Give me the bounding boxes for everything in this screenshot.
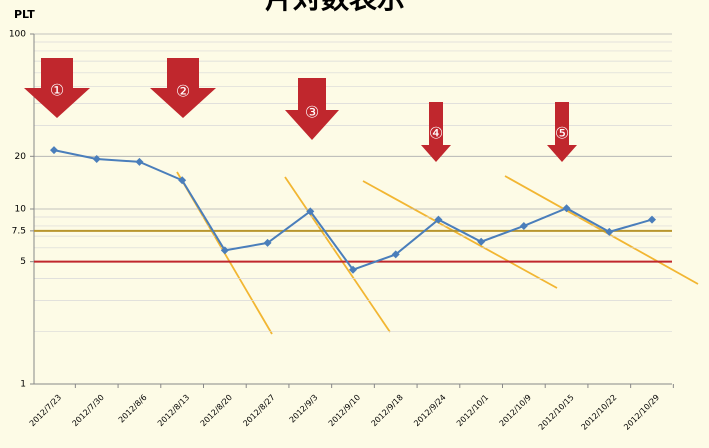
annotation: ① bbox=[50, 81, 64, 100]
y-tick-label: 20 bbox=[15, 152, 27, 162]
annotation: ③ bbox=[305, 103, 319, 122]
trend-line bbox=[362, 180, 558, 289]
data-point bbox=[92, 155, 101, 164]
arrow bbox=[24, 58, 90, 118]
data-point bbox=[135, 157, 144, 166]
data-point bbox=[220, 246, 229, 255]
annotation: ④ bbox=[429, 124, 443, 143]
chart-title: 片対数表示 bbox=[265, 0, 405, 15]
y-tick-label: 100 bbox=[9, 30, 26, 40]
data-point bbox=[391, 250, 400, 259]
arrow bbox=[421, 102, 451, 162]
y-tick-label: 7.5 bbox=[12, 226, 26, 236]
y-tick-label: 5 bbox=[20, 257, 26, 267]
data-point bbox=[349, 265, 357, 274]
data-point bbox=[434, 215, 443, 224]
data-point bbox=[263, 238, 272, 247]
arrow bbox=[547, 102, 577, 162]
data-point bbox=[477, 237, 486, 246]
arrow bbox=[150, 58, 216, 118]
data-point bbox=[648, 215, 656, 224]
data-point bbox=[178, 176, 187, 185]
annotation: ⑤ bbox=[555, 124, 569, 143]
data-point bbox=[306, 207, 315, 216]
data-point bbox=[562, 204, 571, 213]
data-point bbox=[50, 146, 58, 155]
data-point bbox=[605, 227, 614, 236]
y-axis-label: PLT bbox=[14, 8, 35, 21]
trend-line bbox=[284, 176, 391, 333]
arrow bbox=[285, 78, 339, 140]
y-tick-label: 1 bbox=[20, 380, 26, 390]
y-tick-label: 10 bbox=[15, 205, 27, 215]
annotation: ② bbox=[176, 82, 190, 101]
data-point bbox=[519, 221, 528, 230]
